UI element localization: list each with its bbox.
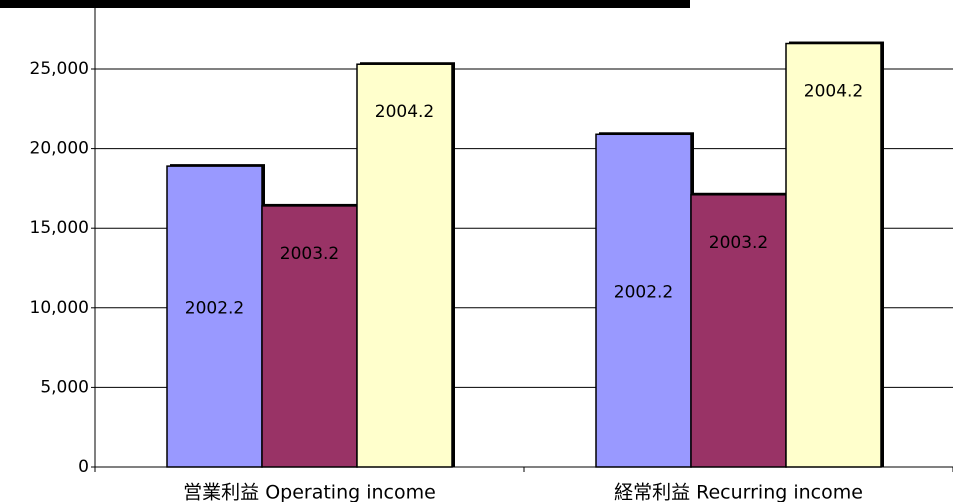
bar-series-label: 2002.2 <box>185 299 244 319</box>
y-tick-label: 0 <box>78 457 89 477</box>
bar <box>595 133 692 468</box>
bar-series-label: 2003.2 <box>709 233 768 253</box>
bar <box>261 205 358 468</box>
bar <box>356 63 453 468</box>
bar-series-label: 2002.2 <box>614 283 673 303</box>
y-tick-label: 25,000 <box>30 59 89 79</box>
y-tick-label: 10,000 <box>30 298 89 318</box>
bar-series-label: 2004.2 <box>804 82 863 102</box>
x-tick-label: 経常利益 Recurring income <box>614 482 863 502</box>
header-bar <box>0 0 690 8</box>
bar <box>166 165 263 468</box>
y-tick-label: 5,000 <box>40 377 89 397</box>
bar <box>690 194 787 468</box>
x-tick-label: 営業利益 Operating income <box>183 482 436 502</box>
bar-series-label: 2004.2 <box>375 102 434 122</box>
bar-series-label: 2003.2 <box>280 244 339 264</box>
y-tick-label: 15,000 <box>30 218 89 238</box>
bar <box>785 42 882 468</box>
y-tick-label: 20,000 <box>30 139 89 159</box>
